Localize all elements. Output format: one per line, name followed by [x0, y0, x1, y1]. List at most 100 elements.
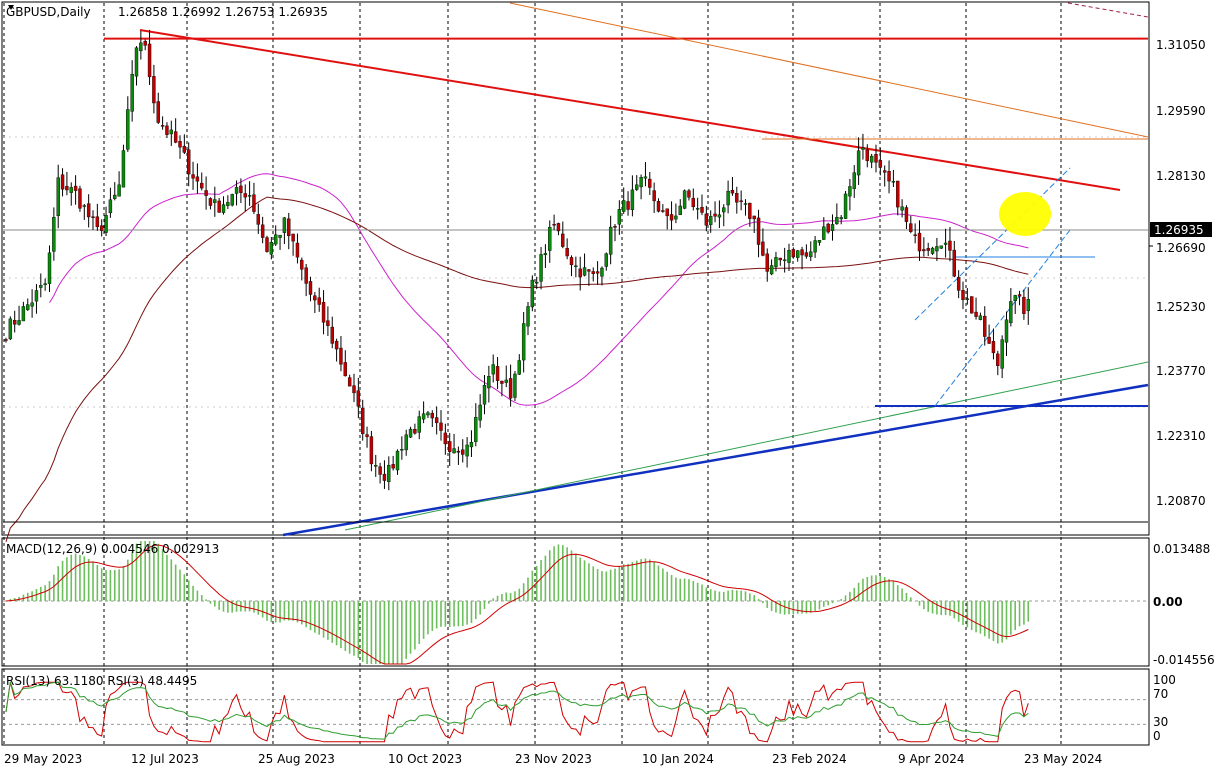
price-tick-label: 1.29590 [1156, 104, 1206, 118]
candle-body [878, 160, 883, 168]
candle-body [1009, 301, 1013, 324]
axis-labels: 1.31050 1.29590 1.28130 1.26690 1.25230 1.237… [4, 5, 1215, 766]
candle [8, 316, 13, 341]
candle-body [234, 187, 239, 194]
candle-body [156, 101, 160, 123]
highlight-circle [999, 192, 1051, 236]
candle [152, 64, 156, 114]
candle-body [421, 413, 426, 420]
candle [156, 92, 160, 124]
candle-body [556, 223, 561, 232]
candle [443, 423, 448, 455]
candle-body [182, 145, 187, 153]
candle-body [904, 207, 909, 222]
candle-body [909, 223, 913, 232]
candle [700, 194, 704, 216]
candle [752, 215, 756, 233]
candle [139, 30, 143, 60]
candle-body [865, 149, 869, 161]
price-tick-label: 1.28130 [1156, 169, 1206, 183]
candle [387, 456, 391, 491]
candle-body [500, 380, 504, 384]
candle [556, 222, 561, 236]
candle [648, 172, 652, 195]
candle [765, 248, 769, 282]
candle-body [491, 364, 495, 375]
candle-body [52, 217, 56, 252]
candle-body [226, 202, 230, 206]
candle-body [891, 181, 896, 183]
candle-body [552, 223, 556, 226]
candle-body [361, 407, 365, 435]
candle-body [722, 207, 726, 213]
candle-body [126, 109, 130, 150]
candle-body [278, 234, 282, 238]
rsi-panel[interactable] [1, 668, 1150, 746]
candle-body [269, 242, 274, 255]
candle [378, 462, 382, 484]
candle [99, 219, 104, 237]
candle-body [578, 268, 582, 278]
candle-body [613, 226, 617, 228]
candle [965, 288, 970, 305]
candle-body [86, 203, 91, 218]
candle-body [165, 125, 169, 135]
candle [339, 336, 343, 372]
candle [843, 190, 848, 220]
candle-body [513, 373, 517, 398]
date-tick-label: 10 Jan 2024 [642, 752, 714, 766]
candle-body [304, 267, 308, 284]
rsi-slow-line [5, 681, 1029, 740]
candle-body [983, 315, 987, 337]
candle-body [474, 416, 478, 442]
candle [500, 380, 504, 397]
candle-body [874, 154, 878, 163]
candle [69, 182, 73, 206]
candle-body [939, 245, 943, 249]
candle [552, 214, 556, 231]
candle [704, 205, 709, 232]
candle-body [539, 254, 543, 282]
candle [308, 276, 313, 302]
candle [791, 247, 796, 259]
candle [213, 186, 217, 217]
candle-body [247, 195, 252, 197]
candle [852, 165, 856, 198]
candle-body [287, 218, 291, 237]
candle-body [965, 298, 970, 300]
candle-body [21, 306, 26, 322]
candle-body [948, 240, 952, 251]
candle [508, 364, 513, 407]
candle [113, 182, 117, 201]
candle [604, 252, 608, 271]
candle [204, 176, 208, 210]
candle-body [883, 170, 887, 173]
candle [86, 194, 91, 228]
price-tick-label: 1.31050 [1156, 38, 1206, 52]
candle [600, 266, 604, 286]
candle [143, 39, 147, 51]
candle-body [30, 302, 34, 307]
rsi-fast-line [5, 681, 1029, 743]
candle-body [478, 404, 482, 421]
candle-body [843, 193, 848, 219]
candle-body [65, 186, 69, 191]
date-tick-label: 23 Nov 2023 [515, 752, 592, 766]
candle [626, 191, 630, 216]
candle-body [69, 187, 73, 193]
candle-body [17, 320, 21, 325]
candle [517, 354, 521, 376]
candle [1022, 289, 1026, 320]
candle [713, 201, 717, 223]
candle-body [1022, 296, 1026, 314]
candle-body [848, 186, 852, 197]
candle [896, 180, 900, 216]
candle [269, 236, 274, 260]
candle-body [987, 336, 991, 344]
candle-body [1017, 294, 1022, 297]
candle-body [935, 246, 939, 252]
candle-body [221, 204, 226, 213]
candle [669, 201, 674, 231]
candle-body [295, 242, 300, 258]
